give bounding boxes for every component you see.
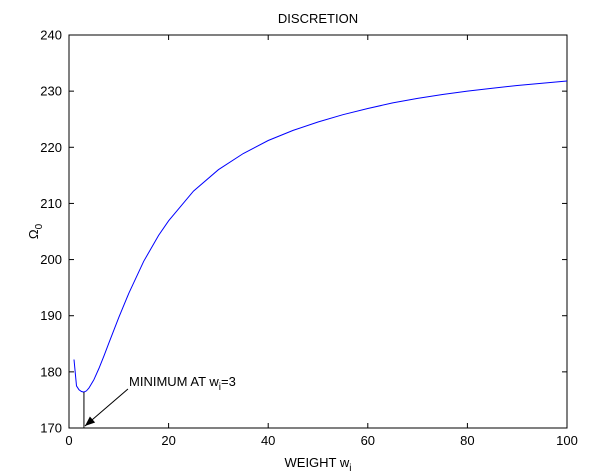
y-tick-label: 230: [40, 84, 62, 99]
x-axis-label-sub: i: [349, 463, 351, 474]
y-tick-label: 200: [40, 252, 62, 267]
x-axis-label: WEIGHT wi: [285, 455, 352, 474]
annotation-main: MINIMUM AT w: [129, 374, 219, 389]
x-ticks: 0 20 40 60 80 100: [65, 35, 578, 448]
y-axis-label-sub: 0: [34, 223, 45, 229]
y-tick-label: 210: [40, 196, 62, 211]
minimum-arrow-head: [84, 416, 96, 426]
x-tick-label: 80: [460, 433, 474, 448]
minimum-annotation: MINIMUM AT wi=3: [129, 374, 236, 393]
x-tick-label: 40: [261, 433, 275, 448]
x-tick-label: 60: [361, 433, 375, 448]
x-tick-label: 20: [161, 433, 175, 448]
y-tick-label: 220: [40, 140, 62, 155]
y-axis-label: Ω0: [26, 223, 45, 239]
y-tick-label: 180: [40, 364, 62, 379]
x-tick-label: 100: [556, 433, 578, 448]
y-axis-label-main: Ω: [26, 229, 41, 239]
y-ticks: 170 180 190 200 210 220 230 240: [40, 28, 567, 436]
y-tick-label: 240: [40, 28, 62, 43]
series-line: [73, 80, 568, 393]
annotation-sub: i: [219, 382, 221, 393]
y-tick-label: 170: [40, 421, 62, 436]
x-tick-label: 0: [65, 433, 72, 448]
plot-frame: [68, 34, 568, 429]
x-axis-label-main: WEIGHT w: [285, 455, 350, 470]
annotation-suffix: =3: [221, 374, 236, 389]
chart-title: DISCRETION: [278, 11, 358, 26]
y-tick-label: 190: [40, 308, 62, 323]
